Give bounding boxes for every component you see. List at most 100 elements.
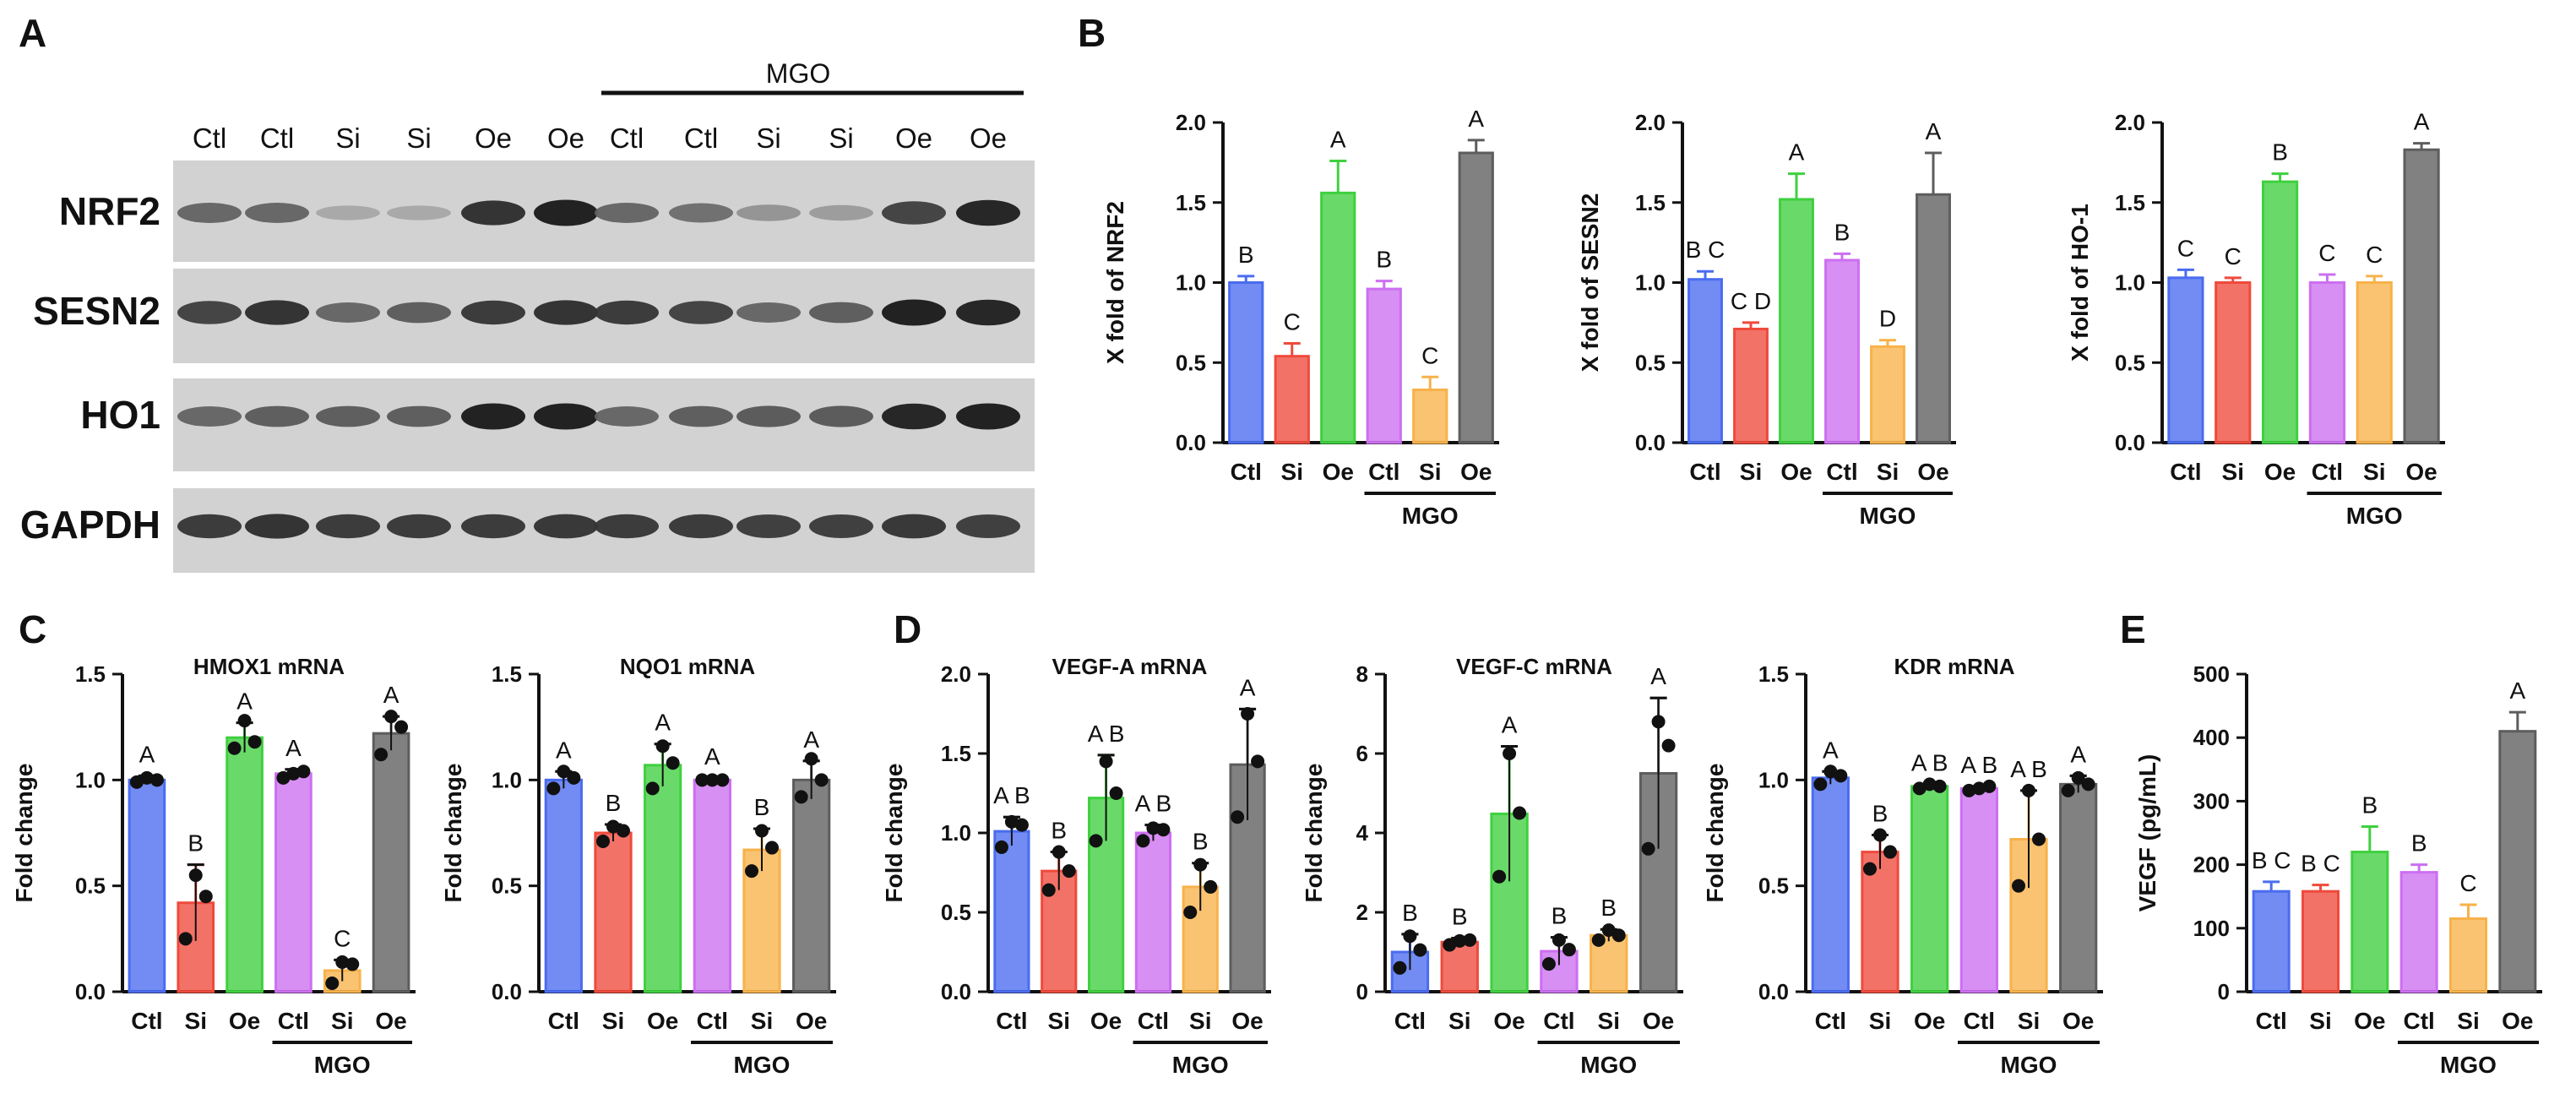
significance-letter: A B	[1961, 752, 1998, 778]
bar	[1733, 327, 1769, 444]
data-point	[755, 824, 769, 838]
significance-letter: A B	[1911, 749, 1948, 775]
y-tick-label: 1.0	[1635, 270, 1666, 296]
significance-letter: A	[2414, 109, 2430, 135]
blot-band	[387, 205, 451, 220]
significance-letter: A	[1823, 737, 1839, 763]
data-point	[1041, 883, 1056, 897]
category-label: Si	[2457, 1008, 2479, 1034]
data-point	[1503, 747, 1517, 760]
y-tick-label: 1.0	[1758, 767, 1789, 792]
chart-kdr: 0.0 0.5 1.0 1.5 Fold change KDR mRNA A Ctl B Si A …	[1702, 654, 2103, 1078]
category-label: Si	[751, 1008, 773, 1034]
data-point	[1552, 933, 1566, 947]
significance-letter: A B	[993, 782, 1030, 808]
bar	[128, 778, 166, 993]
blot-band	[809, 405, 873, 427]
chart-title: HMOX1 mRNA	[193, 654, 345, 679]
protein-label: SESN2	[33, 289, 160, 333]
data-point	[394, 720, 409, 734]
significance-letter: C	[2318, 240, 2335, 266]
data-point	[1513, 806, 1527, 820]
data-point	[1922, 777, 1937, 792]
category-label: Oe	[1323, 459, 1354, 485]
category-label: Ctl	[1815, 1008, 1846, 1034]
data-point	[1443, 938, 1457, 952]
mgo-group-label: MGO	[1860, 503, 1916, 529]
significance-letter: B	[1238, 242, 1254, 268]
category-label: Ctl	[2404, 1008, 2435, 1034]
y-tick-label: 1.0	[492, 767, 522, 792]
data-point	[567, 770, 581, 785]
blot-band	[669, 301, 733, 324]
y-tick-label: 0.5	[2115, 350, 2145, 375]
blot-band	[882, 299, 946, 326]
y-tick-label: 1.0	[2115, 270, 2145, 296]
category-label: Si	[1048, 1008, 1070, 1034]
category-label: Ctl	[1368, 459, 1399, 485]
category-label: Oe	[1780, 459, 1812, 485]
significance-letter: C D	[1731, 288, 1771, 314]
data-point	[1651, 715, 1666, 729]
significance-letter: B	[606, 790, 622, 816]
bar	[1366, 287, 1402, 444]
bar	[1870, 345, 1905, 444]
data-point	[596, 835, 610, 849]
blot-band	[534, 403, 598, 430]
data-point	[1089, 834, 1103, 848]
category-label: Si	[602, 1008, 624, 1034]
y-tick-label: 0.5	[1635, 350, 1666, 375]
y-tick-label: 100	[2193, 916, 2230, 941]
data-point	[1413, 943, 1427, 957]
blot-band	[245, 300, 309, 325]
y-axis-label: Fold change	[1301, 764, 1327, 903]
significance-letter: C	[1284, 309, 1301, 335]
y-tick-label: 2.0	[2115, 110, 2145, 135]
category-label: Oe	[647, 1008, 678, 1034]
significance-letter: B	[754, 794, 770, 820]
data-point	[1014, 818, 1029, 832]
data-point	[374, 748, 389, 762]
data-point	[1834, 769, 1848, 783]
data-point	[335, 955, 350, 969]
significance-letter: B	[1452, 904, 1468, 930]
mgo-group-label: MGO	[1580, 1052, 1637, 1078]
category-label: Oe	[1090, 1008, 1122, 1034]
y-tick-label: 0.0	[492, 979, 522, 1004]
category-label: Oe	[2405, 459, 2437, 485]
data-point	[1661, 738, 1676, 753]
bar	[1458, 151, 1494, 444]
data-point	[1193, 857, 1208, 872]
blot-band	[669, 405, 733, 427]
significance-letter: B	[2272, 139, 2288, 166]
blot-band	[461, 403, 525, 430]
data-point	[129, 775, 144, 789]
lane-label: Ctl	[684, 122, 718, 154]
category-label: Si	[1419, 459, 1441, 485]
blot-band	[595, 300, 659, 325]
category-label: Si	[1869, 1008, 1891, 1034]
data-point	[1601, 923, 1616, 938]
data-point	[1393, 960, 1407, 975]
data-point	[2032, 832, 2046, 846]
data-point	[1813, 777, 1828, 792]
data-point	[2061, 783, 2075, 797]
bar	[1687, 278, 1723, 444]
category-label: Ctl	[1689, 459, 1720, 485]
category-label: Oe	[1460, 459, 1492, 485]
significance-letter: B C	[2301, 851, 2340, 877]
data-point	[1641, 841, 1655, 856]
y-tick-label: 4	[1356, 820, 1369, 846]
blot-band	[177, 514, 242, 539]
significance-letter: C	[2459, 870, 2476, 896]
bar	[2252, 890, 2291, 993]
data-point	[1823, 764, 1838, 779]
blot-band	[882, 514, 946, 539]
bar	[1910, 785, 1949, 993]
data-point	[1562, 943, 1576, 957]
significance-letter: A	[1240, 674, 1256, 700]
lane-label: Ctl	[260, 122, 294, 154]
significance-letter: B	[2411, 830, 2427, 857]
significance-letter: A	[655, 710, 671, 736]
lane-label: Oe	[475, 122, 512, 154]
